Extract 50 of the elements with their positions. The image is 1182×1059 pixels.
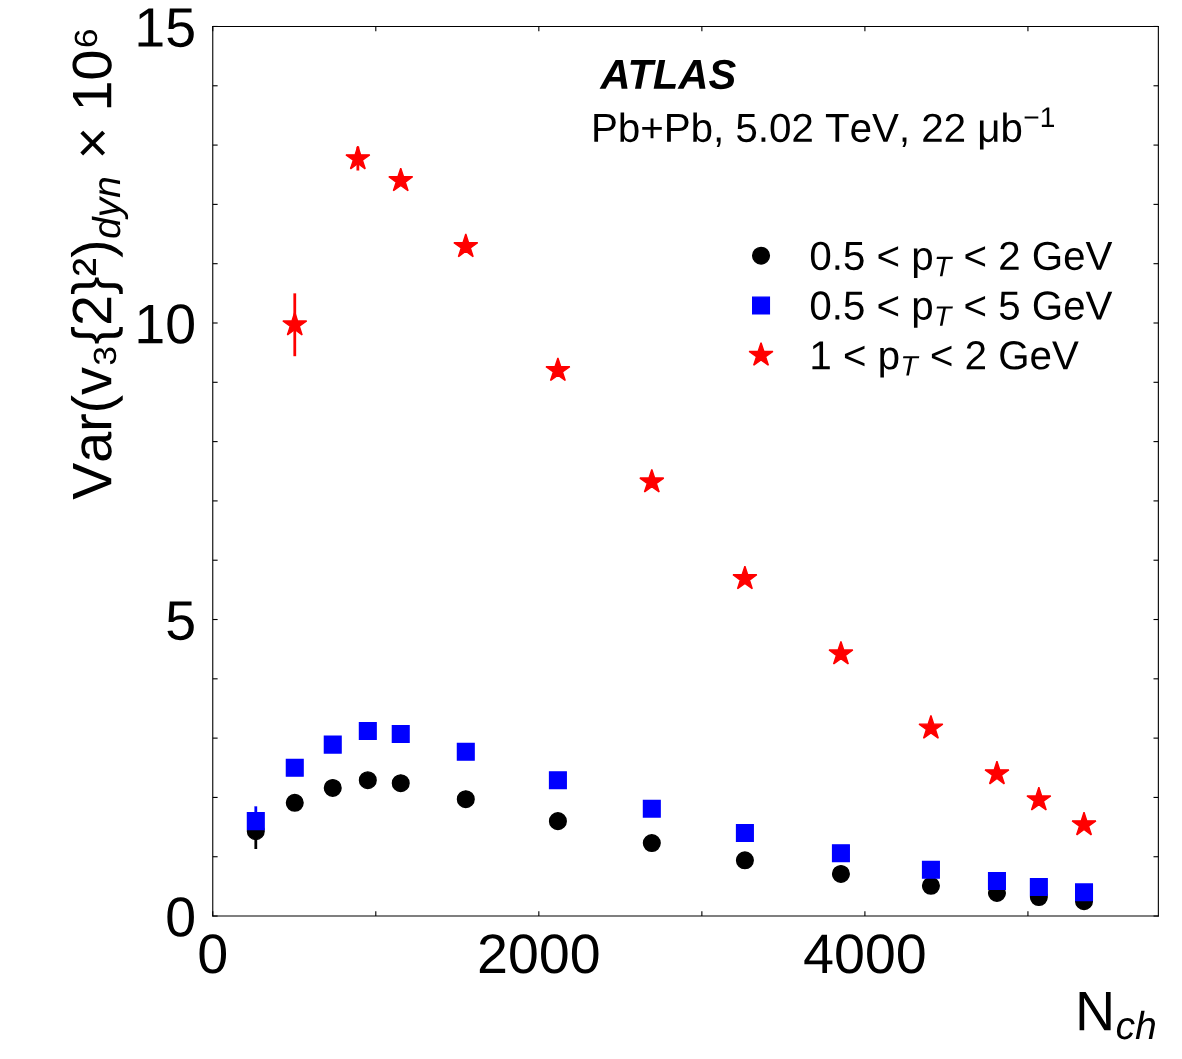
point — [1029, 877, 1048, 897]
y-tick-label: 10 — [138, 304, 194, 344]
x-tick-label: 4000 — [804, 934, 925, 974]
point — [345, 145, 371, 170]
legend-label: 0.5 < p$_{T}$ < 5 GeV — [810, 291, 1113, 328]
annotation: ATLAS — [599, 59, 736, 90]
point — [918, 714, 944, 739]
y-axis-title: Var(v₃{2}²)$_{dyn}$ × 10⁶ — [70, 30, 129, 500]
y-tick-label: 15 — [138, 8, 194, 48]
point — [921, 876, 940, 895]
x-axis-title: N$_{ch}$ — [1079, 991, 1155, 1040]
point — [735, 823, 754, 843]
point — [323, 735, 342, 754]
point — [987, 872, 1006, 891]
point — [921, 860, 940, 879]
point — [732, 565, 758, 590]
point — [358, 771, 377, 790]
point — [388, 167, 414, 192]
point — [984, 760, 1010, 785]
point — [1071, 811, 1097, 836]
point — [545, 357, 571, 382]
point — [1026, 786, 1052, 811]
point — [456, 742, 475, 761]
point — [282, 311, 308, 336]
point — [831, 844, 850, 863]
point — [548, 771, 567, 790]
point — [548, 812, 567, 831]
legend-label: 0.5 < p$_{T}$ < 2 GeV — [810, 241, 1113, 279]
x-tick-label: 2000 — [479, 934, 599, 974]
point — [246, 812, 265, 831]
point — [391, 724, 410, 744]
point — [642, 834, 661, 853]
point — [285, 793, 304, 812]
point — [285, 758, 304, 777]
point — [391, 774, 410, 793]
point — [828, 640, 854, 665]
point — [735, 851, 754, 870]
point — [456, 790, 475, 809]
point — [642, 799, 661, 818]
point — [1074, 883, 1094, 902]
annotation: Pb+Pb, 5.02 TeV, 22 μb$^{−1}$ — [594, 107, 1055, 150]
y-tick-label: 5 — [167, 601, 194, 641]
legend-label: 1 < p$_{T}$ < 2 GeV — [812, 341, 1079, 378]
point — [831, 864, 850, 883]
x-tick-label: 0 — [199, 934, 227, 974]
point — [453, 233, 479, 258]
point — [358, 721, 377, 741]
point — [639, 468, 665, 493]
point — [323, 778, 342, 797]
y-tick-label: 0 — [167, 897, 194, 937]
